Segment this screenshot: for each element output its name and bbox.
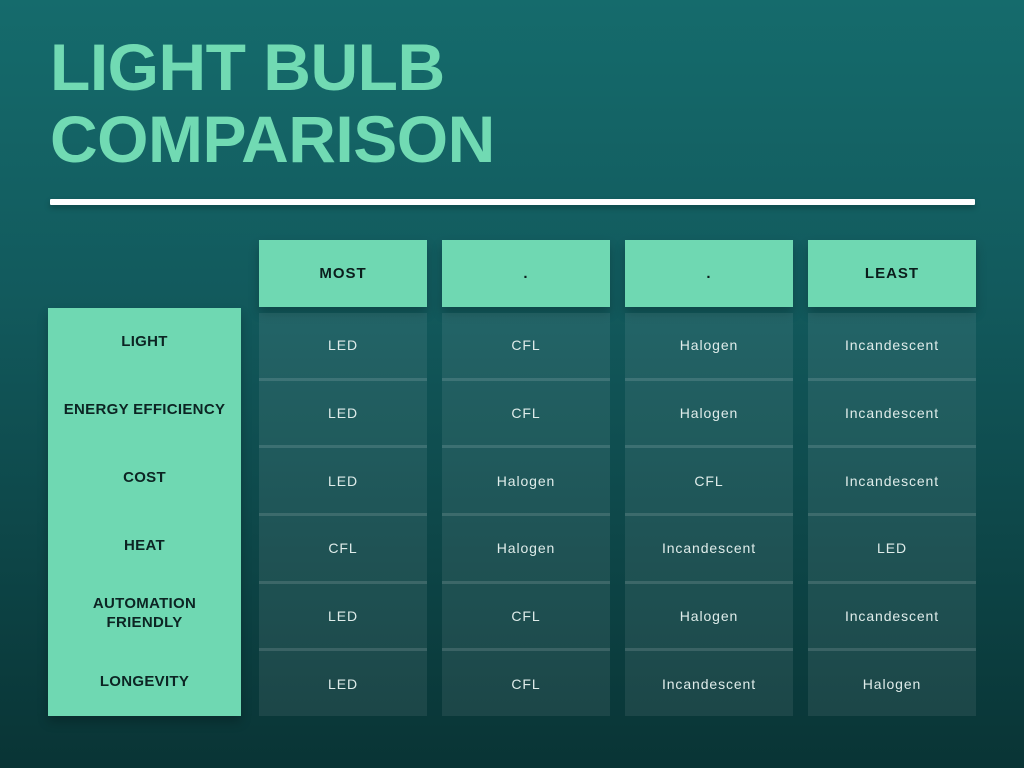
table-cell: CFL bbox=[259, 513, 427, 581]
row-header-energy-efficiency: ENERGY EFFICIENCY bbox=[63, 400, 226, 418]
page-title-line1: LIGHT BULB bbox=[50, 30, 445, 104]
table-cell: LED bbox=[259, 648, 427, 717]
column-header-least-label: LEAST bbox=[864, 265, 920, 282]
row-header-longevity: LONGEVITY bbox=[99, 672, 190, 690]
data-column-3: Halogen Halogen CFL Incandescent Halogen… bbox=[625, 313, 793, 717]
table-cell: LED bbox=[259, 313, 427, 378]
data-column-2: CFL CFL Halogen Halogen CFL CFL bbox=[442, 313, 610, 717]
row-header-cost: COST bbox=[123, 468, 166, 486]
column-header-2: . bbox=[442, 240, 610, 307]
row-header-panel: LIGHT ENERGY EFFICIENCY COST HEAT AUTOMA… bbox=[48, 308, 241, 716]
table-cell: Halogen bbox=[625, 377, 793, 446]
row-header-heat: HEAT bbox=[124, 536, 165, 554]
table-cell: CFL bbox=[442, 648, 610, 717]
table-cell: CFL bbox=[625, 445, 793, 514]
table-cell: CFL bbox=[442, 377, 610, 446]
page-title-line2: COMPARISON bbox=[50, 102, 495, 176]
table-cell: Halogen bbox=[625, 313, 793, 378]
column-header-least: LEAST bbox=[808, 240, 976, 307]
table-cell: CFL bbox=[442, 313, 610, 378]
table-cell: Halogen bbox=[442, 445, 610, 514]
table-cell: LED bbox=[259, 580, 427, 649]
table-cell: LED bbox=[259, 445, 427, 514]
table-cell: Halogen bbox=[442, 513, 610, 581]
data-column-most: LED LED LED CFL LED LED bbox=[259, 313, 427, 717]
table-cell: CFL bbox=[442, 580, 610, 649]
table-cell: Halogen bbox=[625, 580, 793, 649]
page-title: LIGHT BULB COMPARISON bbox=[50, 31, 495, 175]
table-cell: Halogen bbox=[808, 648, 976, 717]
table-cell: Incandescent bbox=[625, 648, 793, 717]
table-cell: LED bbox=[259, 377, 427, 446]
column-header-most: MOST bbox=[259, 240, 427, 307]
column-header-3-label: . bbox=[706, 265, 712, 282]
table-cell: Incandescent bbox=[808, 377, 976, 446]
data-column-least: Incandescent Incandescent Incandescent L… bbox=[808, 313, 976, 717]
column-header-3: . bbox=[625, 240, 793, 307]
table-cell: LED bbox=[808, 513, 976, 581]
table-cell: Incandescent bbox=[808, 445, 976, 514]
column-header-2-label: . bbox=[523, 265, 529, 282]
title-underline bbox=[50, 199, 975, 205]
row-header-light: LIGHT bbox=[121, 332, 168, 350]
table-cell: Incandescent bbox=[625, 513, 793, 581]
table-cell: Incandescent bbox=[808, 580, 976, 649]
row-header-automation-friendly: AUTOMATION FRIENDLY bbox=[92, 595, 197, 631]
column-header-most-label: MOST bbox=[319, 265, 367, 282]
table-cell: Incandescent bbox=[808, 313, 976, 378]
